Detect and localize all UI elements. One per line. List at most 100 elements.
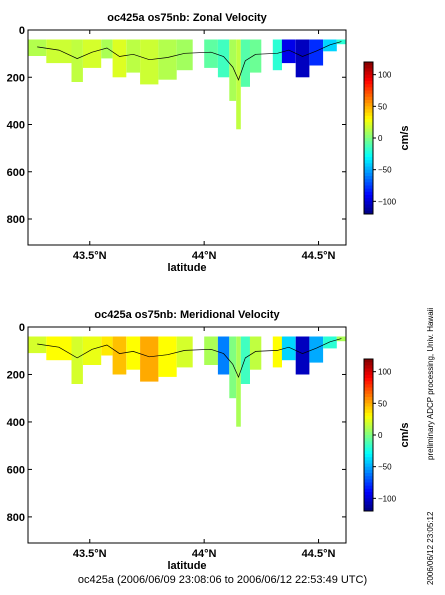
colorbar-tick-label: 100 xyxy=(378,368,392,377)
velocity-segment xyxy=(281,39,296,64)
velocity-segment xyxy=(240,39,250,87)
colorbar-swatch xyxy=(364,466,373,471)
colorbar-swatch xyxy=(364,507,373,512)
colorbar-swatch xyxy=(364,122,373,126)
velocity-segment xyxy=(140,336,159,382)
colorbar-swatch xyxy=(364,450,373,455)
colorbar-swatch xyxy=(364,166,373,171)
velocity-segment xyxy=(229,336,237,399)
colorbar-tick-label: −100 xyxy=(378,494,397,503)
colorbar-tick-label: 0 xyxy=(378,134,383,143)
colorbar-swatch xyxy=(364,482,373,487)
colorbar-swatch xyxy=(364,416,373,420)
colorbar-swatch xyxy=(364,188,373,193)
colorbar-swatch xyxy=(364,460,373,464)
colorbar-swatch xyxy=(364,74,373,79)
velocity-segment xyxy=(240,336,250,384)
y-tick-label: 0 xyxy=(19,25,25,37)
colorbar-swatch xyxy=(364,381,373,385)
colorbar-swatch xyxy=(364,138,373,142)
plot-timestamp: 2006/06/12 23:05:12 xyxy=(426,511,435,585)
velocity-segment xyxy=(295,336,310,375)
velocity-segment xyxy=(46,39,72,64)
colorbar-tick-label: 50 xyxy=(378,399,387,408)
velocity-segment xyxy=(229,39,237,101)
colorbar-label: cm/s xyxy=(399,125,411,150)
colorbar-swatch xyxy=(364,103,373,107)
chart-title: oc425a os75nb: Meridional Velocity xyxy=(94,309,280,321)
colorbar-swatch xyxy=(364,412,373,417)
x-tick-label: 43.5°N xyxy=(73,250,107,262)
colorbar-swatch xyxy=(364,390,373,395)
colorbar-swatch xyxy=(364,498,373,502)
colorbar-swatch xyxy=(364,191,373,196)
y-tick-label: 200 xyxy=(7,369,25,381)
colorbar-swatch xyxy=(364,77,373,82)
velocity-segment xyxy=(71,336,83,384)
plot-frame xyxy=(27,326,347,544)
colorbar-swatch xyxy=(364,444,373,449)
colorbar-swatch xyxy=(364,409,373,414)
colorbar-swatch xyxy=(364,362,373,366)
colorbar-swatch xyxy=(364,400,373,404)
velocity-segment xyxy=(309,39,324,66)
meridional-velocity-panel: oc425a os75nb: Meridional Velocity 0 200 40… xyxy=(7,309,411,572)
colorbar-swatch xyxy=(364,87,373,91)
colorbar-swatch xyxy=(364,93,373,98)
colorbar-swatch xyxy=(364,501,373,506)
colorbar-swatch xyxy=(364,62,373,66)
colorbar-swatch xyxy=(364,438,373,442)
velocity-segment xyxy=(71,39,83,82)
colorbar-swatch xyxy=(364,504,373,509)
velocity-segment xyxy=(272,336,282,368)
velocity-segment xyxy=(82,39,102,68)
y-tick-label: 600 xyxy=(7,464,25,476)
colorbar-swatch xyxy=(364,157,373,161)
colorbar-label: cm/s xyxy=(399,422,411,447)
colorbar-swatch xyxy=(364,147,373,152)
processing-note: preliminary ADCP processing, Univ. Hawai… xyxy=(426,308,435,460)
colorbar-swatch xyxy=(364,374,373,379)
colorbar-swatch xyxy=(364,128,373,133)
velocity-segment xyxy=(158,39,177,80)
colorbar-swatch xyxy=(364,195,373,199)
colorbar-swatch xyxy=(364,428,373,433)
colorbar-swatch xyxy=(364,109,373,114)
velocity-segment xyxy=(28,336,47,354)
y-tick-label: 800 xyxy=(7,512,25,524)
x-axis-label: latitude xyxy=(167,262,206,274)
colorbar-swatch xyxy=(364,441,373,445)
colorbar-swatch xyxy=(364,359,373,363)
colorbar-tick-label: −50 xyxy=(378,166,392,175)
colorbar-swatch xyxy=(364,488,373,493)
colorbar-swatch xyxy=(364,384,373,388)
colorbar-swatch xyxy=(364,131,373,136)
velocity-segment xyxy=(101,336,113,356)
y-tick-label: 200 xyxy=(7,72,25,84)
colorbar-swatch xyxy=(364,179,373,183)
y-tick-label: 400 xyxy=(7,120,25,132)
colorbar-swatch xyxy=(364,365,373,369)
colorbar-swatch xyxy=(364,185,373,190)
colorbar-swatch xyxy=(364,207,373,212)
colorbar-swatch xyxy=(364,431,373,436)
colorbar-swatch xyxy=(364,96,373,101)
colorbar-swatch xyxy=(364,106,373,110)
colorbar-swatch xyxy=(364,141,373,145)
colorbar-tick-label: −50 xyxy=(378,463,392,472)
colorbar-swatch xyxy=(364,447,373,452)
colorbar-swatch xyxy=(364,172,373,177)
colorbar-swatch xyxy=(364,163,373,167)
velocity-segment xyxy=(28,39,47,56)
velocity-segment xyxy=(249,39,262,73)
velocity-segment xyxy=(204,39,218,68)
colorbar-swatch xyxy=(364,406,373,411)
velocity-segment xyxy=(217,336,230,375)
colorbar-tick-label: 0 xyxy=(378,431,383,440)
colorbar-swatch xyxy=(364,81,373,85)
colorbar-swatch xyxy=(364,100,373,104)
colorbar-swatch xyxy=(364,469,373,474)
colorbar-swatch xyxy=(364,68,373,72)
velocity-segment xyxy=(140,39,159,85)
